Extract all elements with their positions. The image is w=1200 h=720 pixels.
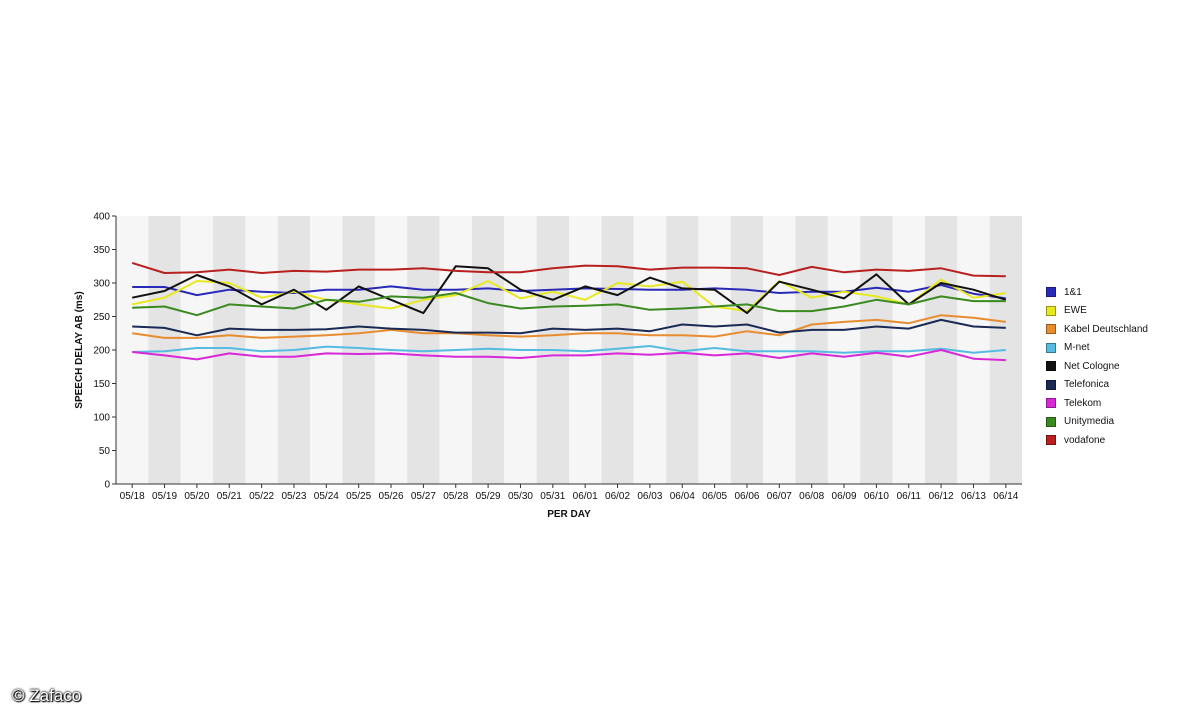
x-tick-label: 06/03 bbox=[637, 491, 662, 502]
y-tick-label: 200 bbox=[93, 346, 110, 357]
legend-item: Net Cologne bbox=[1046, 357, 1148, 376]
x-tick-label: 05/26 bbox=[379, 491, 404, 502]
legend-item: Telekom bbox=[1046, 394, 1148, 413]
x-tick-label: 05/20 bbox=[184, 491, 209, 502]
series-lines bbox=[131, 261, 1007, 362]
y-tick-label: 150 bbox=[93, 379, 110, 390]
plot-band bbox=[860, 216, 893, 484]
series-line-m-net bbox=[132, 345, 1006, 354]
legend-swatch bbox=[1046, 435, 1056, 446]
y-tick-label: 100 bbox=[93, 413, 110, 424]
x-tick-label: 05/23 bbox=[281, 491, 306, 502]
x-tick-label: 06/06 bbox=[734, 491, 759, 502]
x-tick-label: 05/28 bbox=[443, 491, 468, 502]
series-line-unitymedia bbox=[132, 292, 1006, 317]
x-tick-label: 05/18 bbox=[120, 491, 145, 502]
legend-item: Unitymedia bbox=[1046, 413, 1148, 432]
chart-legend: 1&1 EWE Kabel Deutschland M-net Net Cologne T… bbox=[1046, 283, 1148, 450]
x-axis-ticks: 05/18 05/19 05/20 05/21 05/22 05/23 05/24 05/25… bbox=[120, 484, 1019, 502]
series-line-ewe bbox=[131, 278, 1006, 313]
x-tick-label: 05/27 bbox=[411, 491, 436, 502]
legend-label: EWE bbox=[1064, 305, 1087, 317]
plot-band bbox=[827, 216, 861, 484]
plot-band bbox=[633, 216, 667, 484]
plot-band bbox=[342, 216, 375, 484]
x-tick-label: 06/14 bbox=[993, 491, 1018, 502]
plot-band bbox=[116, 216, 149, 484]
legend-swatch bbox=[1046, 398, 1056, 409]
x-tick-label: 06/09 bbox=[832, 491, 857, 502]
legend-item: Kabel Deutschland bbox=[1046, 320, 1148, 339]
y-tick-label: 250 bbox=[93, 312, 110, 323]
legend-label: Telekom bbox=[1064, 397, 1102, 409]
y-tick-label: 300 bbox=[93, 279, 110, 290]
plot-band bbox=[795, 216, 828, 484]
x-tick-label: 06/05 bbox=[702, 491, 727, 502]
legend-label: M-net bbox=[1064, 342, 1090, 354]
legend-item: 1&1 bbox=[1046, 283, 1148, 302]
x-tick-label: 05/29 bbox=[476, 491, 501, 502]
y-tick-label: 400 bbox=[93, 212, 110, 223]
legend-label: Net Cologne bbox=[1064, 360, 1120, 372]
legend-swatch bbox=[1046, 379, 1056, 390]
legend-label: Unitymedia bbox=[1064, 416, 1115, 428]
plot-band bbox=[763, 216, 796, 484]
x-tick-label: 05/24 bbox=[314, 491, 339, 502]
series-line-net-cologne bbox=[131, 265, 1007, 315]
series-line-kabel-deutschland bbox=[132, 314, 1006, 339]
x-tick-label: 06/07 bbox=[767, 491, 792, 502]
legend-item: EWE bbox=[1046, 302, 1148, 321]
plot-band bbox=[310, 216, 343, 484]
x-tick-label: 05/25 bbox=[346, 491, 371, 502]
y-axis-ticks: 0 50 100 150 200 250 300 350 400 bbox=[93, 212, 116, 491]
series-line-vodafone bbox=[131, 261, 1006, 278]
legend-swatch bbox=[1046, 324, 1056, 335]
y-tick-label: 350 bbox=[93, 245, 110, 256]
watermark: © Zafaco bbox=[12, 686, 82, 705]
legend-swatch bbox=[1046, 361, 1056, 372]
x-tick-label: 05/21 bbox=[217, 491, 242, 502]
x-tick-label: 06/08 bbox=[799, 491, 824, 502]
x-tick-label: 06/01 bbox=[573, 491, 598, 502]
x-tick-label: 06/12 bbox=[929, 491, 954, 502]
series-line-telekom bbox=[132, 349, 1006, 362]
series-line-telefonica bbox=[132, 318, 1006, 337]
y-tick-label: 0 bbox=[104, 480, 110, 491]
legend-label: 1&1 bbox=[1064, 286, 1082, 298]
legend-swatch bbox=[1046, 416, 1056, 427]
legend-swatch bbox=[1046, 305, 1056, 316]
x-tick-label: 06/13 bbox=[961, 491, 986, 502]
legend-label: Telefonica bbox=[1064, 379, 1110, 391]
x-tick-label: 06/10 bbox=[864, 491, 889, 502]
legend-swatch bbox=[1046, 287, 1056, 298]
x-tick-label: 05/31 bbox=[540, 491, 565, 502]
x-tick-label: 06/02 bbox=[605, 491, 630, 502]
series-line-1-1 bbox=[132, 284, 1006, 300]
x-tick-label: 06/04 bbox=[670, 491, 695, 502]
x-tick-label: 06/11 bbox=[897, 491, 922, 502]
plot-band bbox=[957, 216, 990, 484]
y-axis-title: SPEECH DELAY AB (ms) bbox=[74, 291, 85, 408]
legend-swatch bbox=[1046, 342, 1056, 353]
y-tick-label: 50 bbox=[99, 446, 111, 457]
legend-label: Kabel Deutschland bbox=[1064, 323, 1148, 335]
x-tick-label: 05/22 bbox=[249, 491, 274, 502]
legend-item: vodafone bbox=[1046, 431, 1148, 450]
x-axis-title: PER DAY bbox=[547, 509, 591, 520]
x-tick-label: 05/19 bbox=[152, 491, 177, 502]
legend-label: vodafone bbox=[1064, 434, 1106, 446]
x-tick-label: 05/30 bbox=[508, 491, 533, 502]
legend-item: Telefonica bbox=[1046, 376, 1148, 395]
legend-item: M-net bbox=[1046, 339, 1148, 358]
